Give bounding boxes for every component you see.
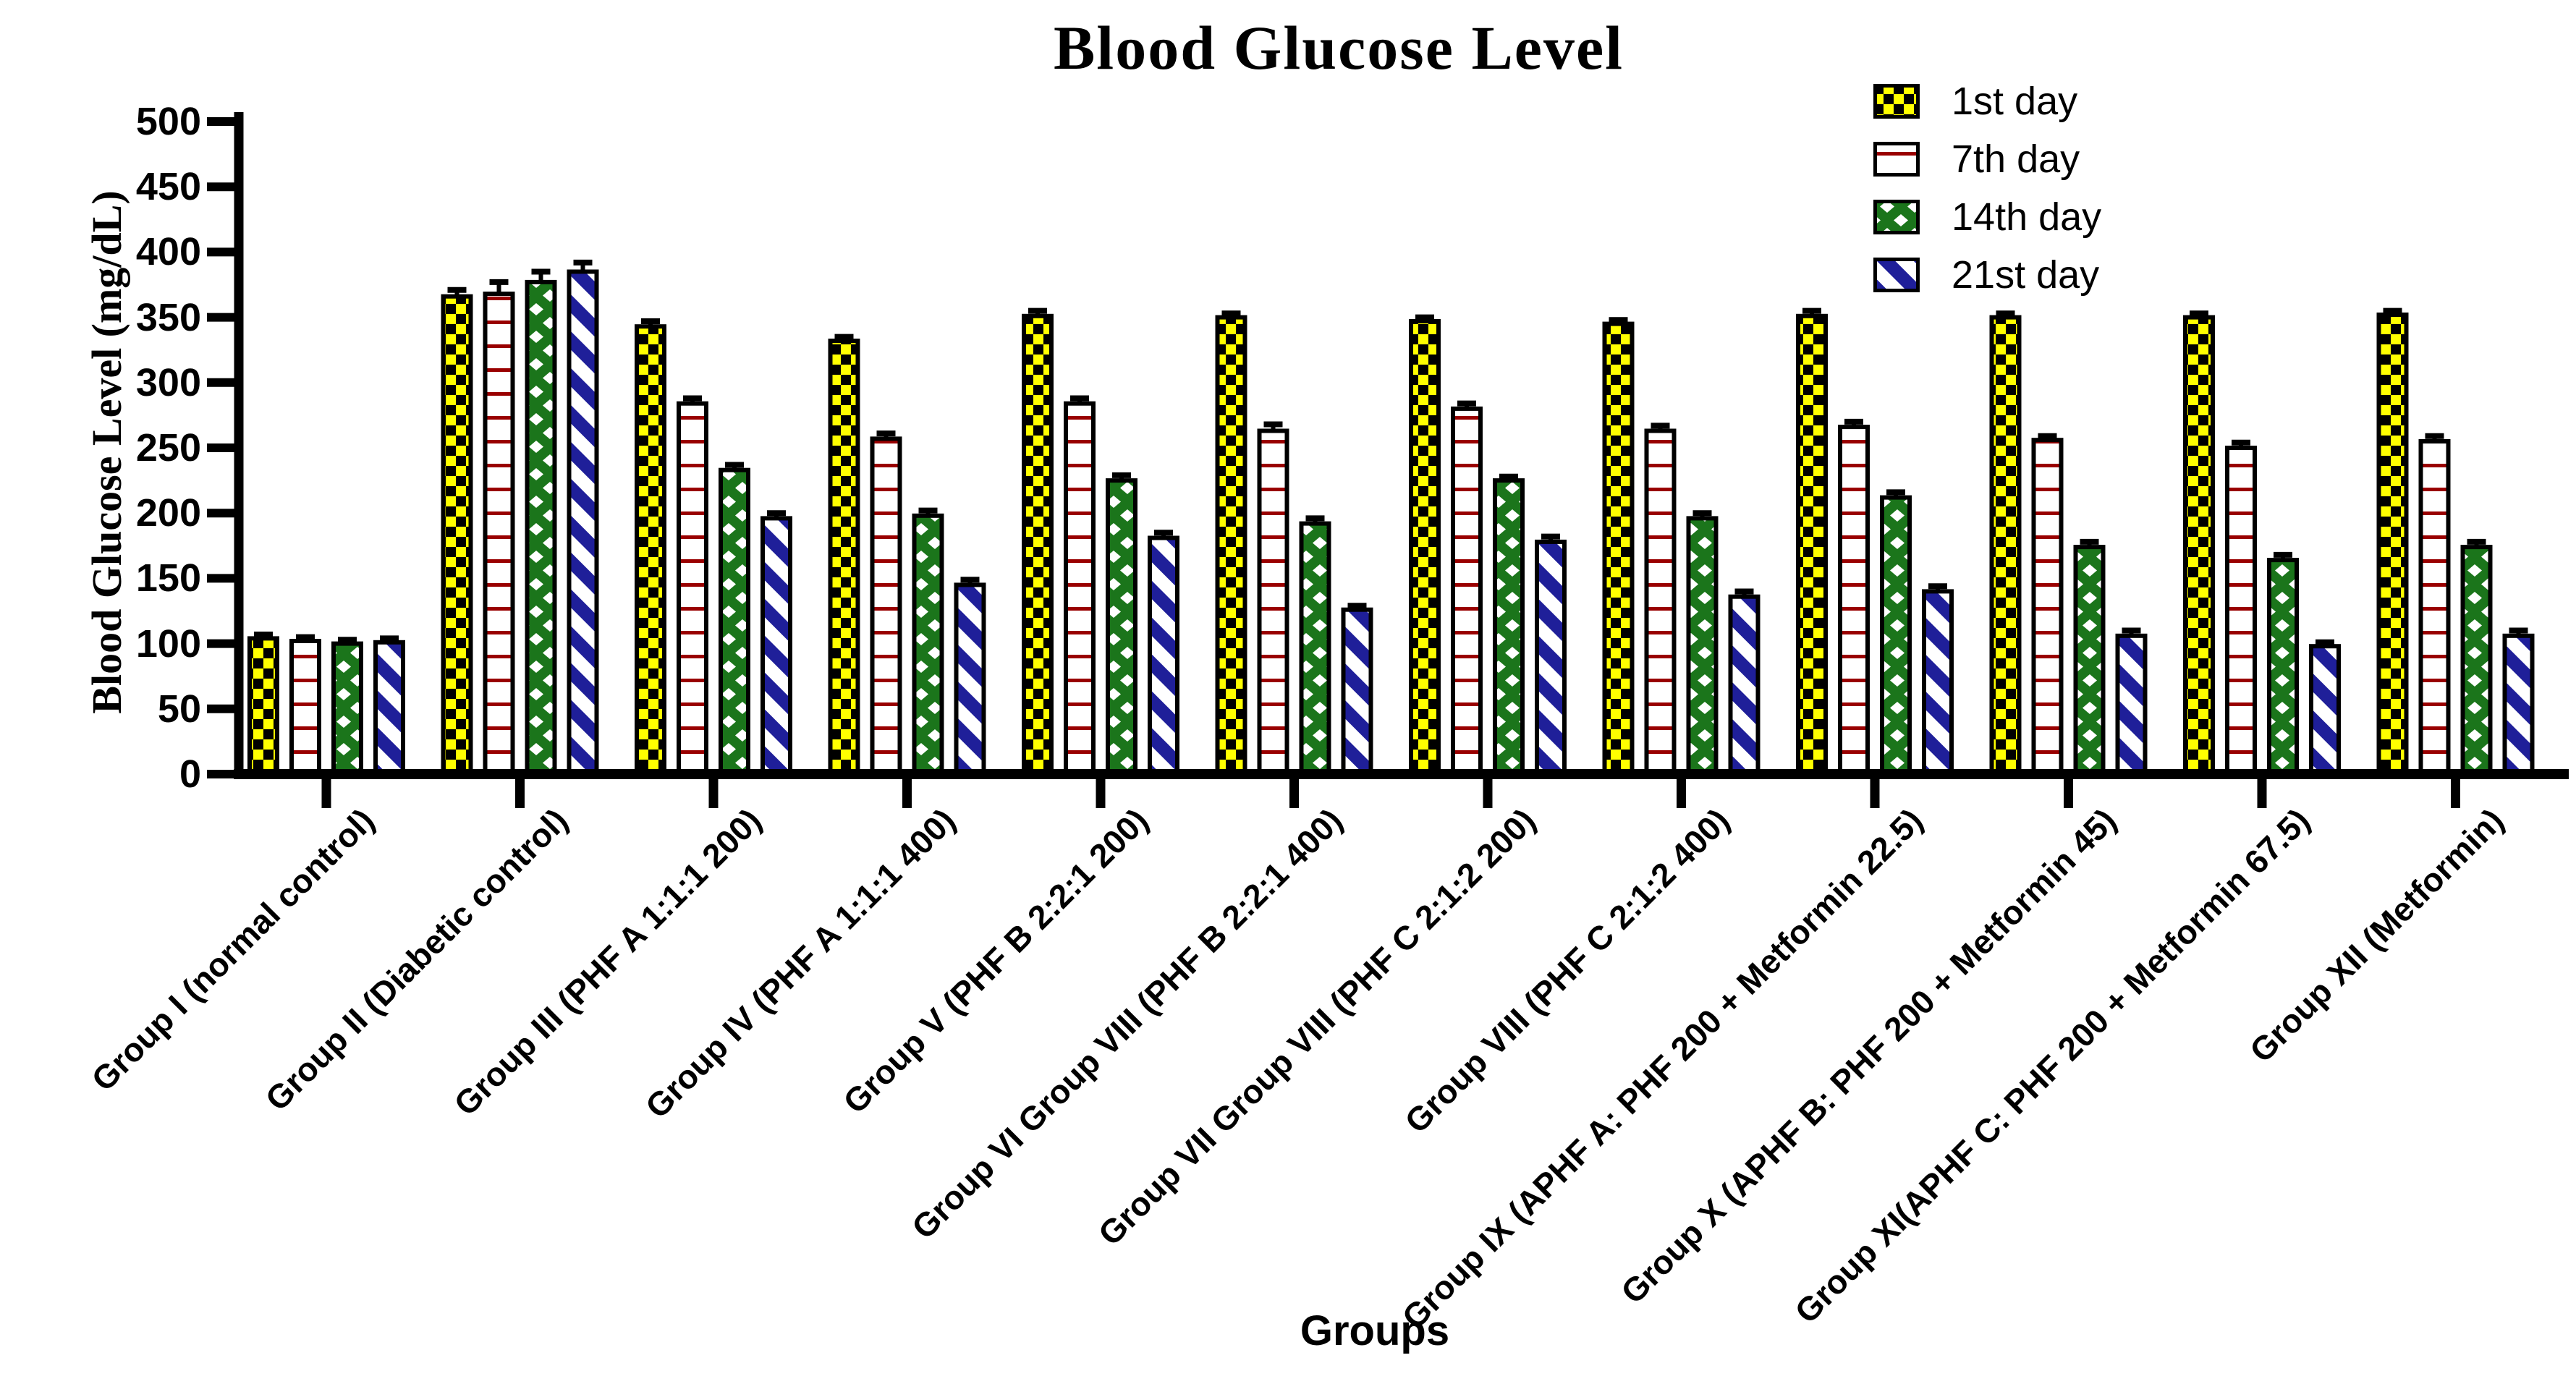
bar-21st-day-cat8 (1728, 594, 1761, 777)
legend-swatch-7th-day-icon (1873, 142, 1920, 177)
bar-14th-day-cat2 (525, 279, 557, 776)
bar-1st-day-cat11 (2183, 315, 2215, 777)
bar-7th-day-cat9 (1838, 425, 1870, 776)
y-tick-label: 50 (157, 687, 201, 731)
y-tick-label: 200 (135, 491, 201, 535)
bar-7th-day-cat11 (2225, 446, 2257, 776)
bar-14th-day-cat11 (2267, 558, 2299, 776)
bar-14th-day-cat4 (912, 513, 944, 776)
bar-1st-day-cat12 (2376, 313, 2409, 776)
bar-21st-day-cat12 (2502, 633, 2535, 776)
bar-7th-day-cat7 (1451, 406, 1483, 777)
bar-21st-day-cat1 (373, 640, 405, 776)
bar-21st-day-cat2 (567, 269, 599, 776)
bar-1st-day-cat10 (1989, 315, 2022, 777)
bar-21st-day-cat7 (1535, 539, 1567, 777)
legend-item: 21st day (1873, 253, 2101, 297)
bar-7th-day-cat2 (483, 292, 515, 777)
legend-label: 1st day (1952, 80, 2078, 123)
bar-7th-day-cat3 (677, 401, 708, 776)
y-tick-label: 300 (135, 360, 201, 404)
bar-21st-day-cat9 (1922, 589, 1954, 777)
bar-1st-day-cat1 (247, 636, 279, 777)
bar-14th-day-cat3 (719, 467, 750, 776)
bar-7th-day-cat8 (1644, 428, 1677, 776)
legend-item: 7th day (1873, 137, 2101, 181)
legend-label: 7th day (1952, 137, 2080, 181)
bar-21st-day-cat5 (1148, 535, 1179, 776)
bar-7th-day-cat1 (289, 639, 321, 776)
bar-21st-day-cat6 (1341, 607, 1373, 777)
bar-7th-day-cat10 (2031, 438, 2064, 776)
legend: 1st day 7th day 14th day 21st day (1873, 80, 2102, 315)
bar-1st-day-cat2 (441, 294, 473, 776)
y-tick-label: 0 (179, 752, 201, 796)
bar-7th-day-cat4 (870, 436, 902, 777)
bar-21st-day-cat4 (954, 582, 986, 777)
bar-1st-day-cat4 (828, 339, 860, 777)
bar-1st-day-cat6 (1215, 315, 1247, 777)
bar-14th-day-cat5 (1106, 478, 1137, 776)
bar-1st-day-cat8 (1602, 321, 1635, 777)
y-tick-label: 150 (135, 556, 201, 600)
legend-swatch-1st-day-icon (1873, 84, 1920, 119)
y-tick-label: 250 (135, 426, 201, 470)
y-tick-label: 100 (135, 621, 201, 666)
legend-label: 14th day (1952, 195, 2102, 239)
legend-swatch-21st-day-icon (1873, 258, 1920, 292)
legend-swatch-14th-day-icon (1873, 200, 1920, 234)
bar-14th-day-cat7 (1493, 478, 1525, 776)
bar-1st-day-cat5 (1022, 313, 1054, 776)
y-tick-label: 500 (135, 100, 201, 143)
bar-14th-day-cat12 (2460, 545, 2493, 776)
bar-21st-day-cat3 (760, 516, 792, 777)
bar-14th-day-cat9 (1880, 495, 1912, 776)
bar-14th-day-cat1 (331, 641, 363, 776)
legend-item: 1st day (1873, 80, 2101, 123)
legend-label: 21st day (1952, 253, 2100, 297)
bar-1st-day-cat3 (635, 324, 666, 776)
chart-title: Blood Glucose Level (1053, 13, 1624, 82)
bar-7th-day-cat6 (1257, 428, 1289, 776)
bar-14th-day-cat6 (1299, 521, 1331, 776)
bar-21st-day-cat10 (2115, 633, 2148, 776)
bar-14th-day-cat8 (1686, 516, 1719, 777)
x-axis-title: Groups (1300, 1307, 1450, 1354)
bar-14th-day-cat10 (2073, 545, 2106, 776)
y-tick-label: 400 (135, 230, 201, 274)
bar-7th-day-cat12 (2418, 439, 2451, 776)
bar-1st-day-cat9 (1796, 313, 1828, 776)
bar-7th-day-cat5 (1064, 401, 1096, 776)
y-tick-label: 350 (135, 295, 201, 339)
bar-1st-day-cat7 (1409, 319, 1441, 776)
bar-21st-day-cat11 (2309, 644, 2341, 777)
y-tick-label: 450 (135, 165, 201, 209)
legend-item: 14th day (1873, 195, 2102, 239)
